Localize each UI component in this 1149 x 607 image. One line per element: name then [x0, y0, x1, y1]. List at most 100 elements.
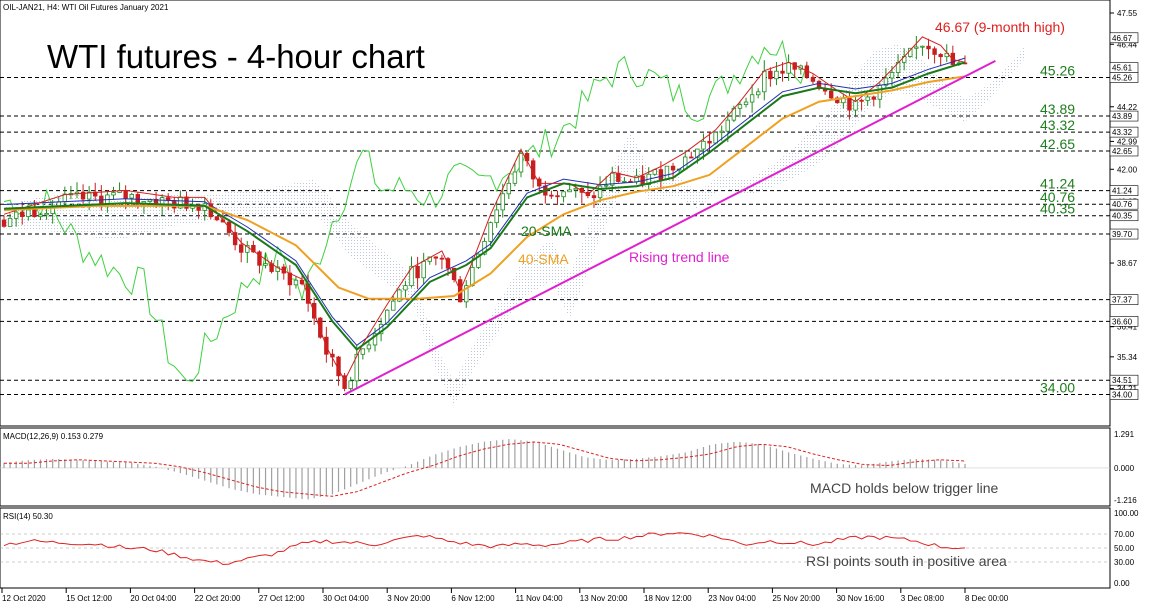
candle-up [512, 171, 518, 184]
level-label: 42.65 [1040, 136, 1075, 152]
rsi-header: RSI(14) 50.30 [3, 512, 53, 521]
price-tag-box [1109, 316, 1139, 327]
price-tag-label: 37.37 [1112, 296, 1133, 305]
candle-down [1, 219, 7, 227]
time-tick-label: 11 Nov 04:00 [516, 594, 564, 603]
candle-down [287, 272, 293, 286]
macd-tick-label: 0.000 [1114, 464, 1135, 473]
macd-note: MACD holds below trigger line [810, 480, 999, 496]
price-tag-box [1109, 185, 1139, 196]
time-axis: 12 Oct 2020 15 Oct 12:00 20 Oct 04:00 22 Oc… [1, 588, 1009, 603]
trend-line-label: Rising trend line [629, 249, 730, 265]
candle-up [360, 348, 366, 355]
candle-up [597, 185, 603, 199]
candle-up [786, 62, 791, 74]
candle-down [707, 140, 712, 144]
level-label: 41.24 [1040, 176, 1075, 192]
sma40-line [3, 75, 966, 300]
candle-up [774, 70, 779, 80]
candle-up [756, 91, 761, 96]
candle-down [932, 48, 937, 55]
candle-up [476, 253, 481, 268]
price-tag-label: 40.35 [1112, 212, 1133, 221]
price-tick-label: 44.22 [1117, 103, 1138, 112]
candle-down [32, 209, 37, 218]
candle-down [239, 244, 244, 253]
price-tag-box [1109, 126, 1139, 138]
candle-down [555, 195, 560, 198]
price-tag-label: 45.26 [1112, 73, 1133, 82]
candle-up [500, 193, 505, 211]
candle-down [670, 165, 676, 171]
candle-up [610, 172, 615, 186]
level-label: 40.35 [1040, 201, 1075, 217]
price-tag-box [1109, 198, 1139, 210]
candle-up [603, 184, 609, 187]
time-tick-label: 23 Nov 04:00 [708, 594, 756, 603]
rsi-tick-label: 30.00 [1114, 558, 1135, 567]
price-axis: 47.5546.4445.2644.2242.9942.0040.8539.70… [1109, 9, 1139, 400]
price-tick-label: 38.67 [1117, 259, 1138, 268]
macd-tick-label: -1.216 [1114, 496, 1137, 505]
candle-up [920, 45, 925, 48]
candle-down [214, 216, 220, 221]
candle-down [257, 251, 262, 266]
price-tag-box [1109, 110, 1139, 122]
candle-down [196, 204, 201, 211]
candle-up [366, 344, 372, 350]
candle-down [658, 169, 664, 181]
rsi-note: RSI points south in positive area [806, 553, 1007, 569]
candle-down [689, 156, 694, 159]
candle-up [713, 131, 718, 144]
candle-down [926, 45, 931, 50]
macd-signal-line [4, 441, 966, 497]
candle-down [810, 76, 816, 82]
time-tick-label: 30 Nov 16:00 [837, 594, 885, 603]
candle-up [44, 213, 49, 216]
level-label: 43.89 [1040, 101, 1075, 117]
candle-up [7, 217, 13, 227]
candle-up [889, 72, 895, 79]
candle-down [549, 194, 554, 197]
candle-up [391, 300, 396, 311]
candle-up [494, 209, 499, 224]
rsi-tick-label: 70.00 [1114, 530, 1135, 539]
chikou-line [3, 39, 808, 382]
candle-up [749, 94, 755, 103]
level-label: 34.00 [1040, 380, 1075, 396]
price-tick-label: 42.00 [1117, 165, 1138, 174]
candle-down [232, 232, 238, 246]
price-tick-label: 36.41 [1117, 323, 1138, 332]
rsi-panel [0, 507, 1111, 589]
price-tag-box [1109, 32, 1139, 44]
candle-up [409, 265, 414, 287]
rsi-tick-label: 100.00 [1114, 509, 1139, 518]
macd-series: 1.291 0.000 -1.216 [0, 430, 1137, 505]
candle-up [275, 266, 280, 272]
sma20-line [3, 61, 966, 351]
candle-up [13, 211, 19, 219]
rsi-line [3, 532, 966, 566]
candle-up [914, 46, 919, 49]
price-tag-label: 43.32 [1112, 128, 1133, 137]
level-label: 43.32 [1040, 117, 1075, 133]
candle-down [20, 211, 25, 217]
candle-down [311, 302, 317, 319]
macd-panel [0, 427, 1111, 507]
rsi-tick-label: 0.00 [1114, 579, 1130, 588]
price-tag-label: 41.24 [1112, 187, 1133, 196]
candle-up [701, 140, 706, 150]
candle-up [384, 309, 390, 325]
price-tick-label: 47.55 [1117, 9, 1138, 18]
moving-averages [3, 36, 996, 396]
candle-up [725, 119, 730, 132]
price-tag-box [1109, 210, 1139, 222]
price-tag-label: 46.67 [1112, 34, 1133, 43]
candle-up [129, 194, 134, 199]
candle-down [80, 191, 86, 200]
ichimoku-cloud [4, 44, 1026, 407]
candle-up [664, 165, 670, 181]
price-tick-label: 46.44 [1117, 40, 1138, 49]
